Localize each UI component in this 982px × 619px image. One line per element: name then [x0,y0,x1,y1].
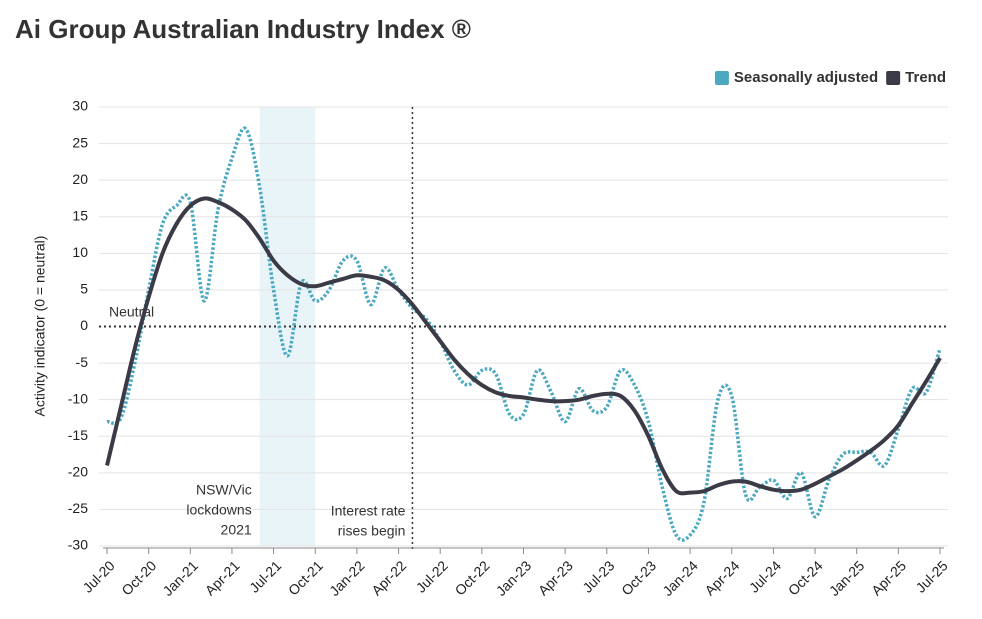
y-tick-label: -15 [68,427,88,443]
y-tick-label: 20 [72,171,88,187]
y-tick-label: -30 [68,537,88,553]
x-tick-label: Jan-24 [659,557,701,599]
x-tick-label: Jan-25 [826,557,868,599]
x-tick-label: Apr-21 [202,557,243,598]
y-tick-label: -10 [68,390,88,406]
chart-title: Ai Group Australian Industry Index ® [15,14,471,44]
y-axis-label: Activity indicator (0 = neutral) [32,236,48,417]
annotation: lockdowns [186,502,251,518]
y-tick-label: 15 [72,207,88,223]
x-tick-label: Oct-24 [785,557,826,598]
x-tick-label: Oct-23 [618,557,659,598]
x-tick-label: Apr-22 [368,557,409,598]
y-tick-label: 5 [80,281,88,297]
x-tick-label: Jul-21 [246,557,284,595]
x-tick-label: Jan-21 [159,557,201,599]
x-tick-label: Jul-20 [79,557,117,595]
series-line [106,126,942,542]
x-tick-label: Apr-23 [535,557,576,598]
x-tick-label: Jul-22 [413,557,451,595]
series-line [105,196,942,496]
y-tick-label: -25 [68,500,88,516]
y-tick-label: 25 [72,134,88,150]
y-tick-label: 30 [72,98,88,114]
annotation: NSW/Vic [196,482,252,498]
x-tick-label: Jul-25 [912,557,950,595]
annotation: rises begin [338,523,406,539]
x-tick-label: Apr-24 [701,557,742,598]
x-tick-label: Oct-22 [452,557,493,598]
legend-label: Trend [905,69,946,86]
x-tick-label: Apr-25 [868,557,909,598]
lockdown-shade [259,107,316,546]
x-tick-label: Jul-23 [579,557,617,595]
x-tick-label: Oct-20 [118,557,159,598]
y-tick-label: 0 [80,317,88,333]
x-tick-label: Jan-23 [493,557,535,599]
annotation: Interest rate [331,503,406,519]
legend-swatch [886,71,901,85]
x-tick-label: Jul-24 [746,557,784,595]
legend-swatch [714,71,729,85]
y-tick-label: 10 [72,244,88,260]
y-tick-label: -5 [76,354,89,370]
annotation: 2021 [221,522,252,538]
legend-label: Seasonally adjusted [734,69,878,86]
x-tick-label: Jan-22 [326,557,368,599]
x-tick-label: Oct-21 [285,557,326,598]
y-tick-label: -20 [68,464,88,480]
